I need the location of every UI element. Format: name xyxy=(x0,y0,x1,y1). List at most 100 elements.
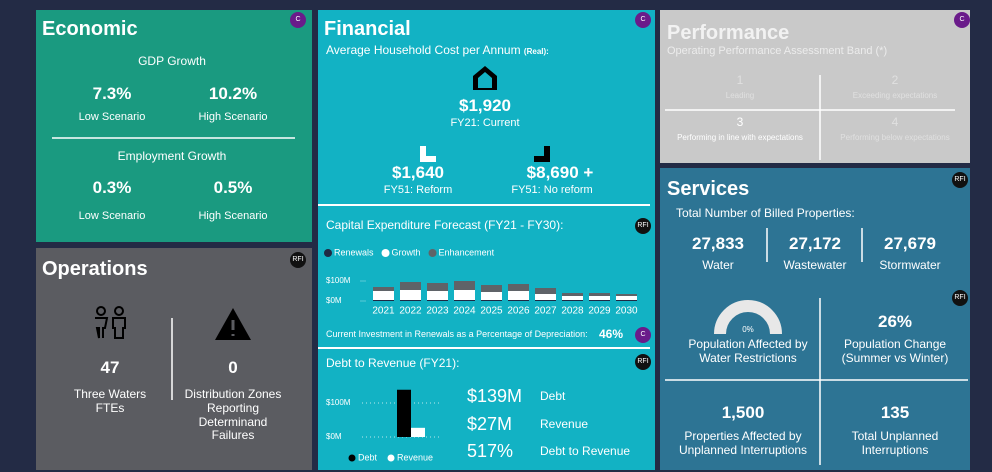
legend-dot xyxy=(428,249,437,257)
note-value: 46% xyxy=(599,327,624,341)
bar xyxy=(411,427,425,437)
bar-segment xyxy=(400,290,421,300)
label: Water xyxy=(702,258,734,272)
operations-panel xyxy=(36,248,312,470)
band-label: Exceeding expectations xyxy=(852,91,938,100)
bar-segment xyxy=(535,288,556,294)
title: Services xyxy=(667,178,750,200)
bar-segment xyxy=(589,293,610,296)
bar-segment xyxy=(400,300,421,301)
badge: C xyxy=(635,12,651,28)
bar-segment xyxy=(562,300,583,301)
bar-segment xyxy=(481,285,502,292)
badge: RFI xyxy=(952,172,968,188)
label: Stormwater xyxy=(879,258,941,272)
band-number: 2 xyxy=(891,73,899,87)
value: 517% xyxy=(467,441,514,461)
subtitle-note: (Real): xyxy=(523,47,549,56)
title: Operations xyxy=(42,258,148,280)
label: Debt xyxy=(540,389,566,403)
bar-segment xyxy=(562,296,583,300)
subtitle: Total Number of Billed Properties: xyxy=(676,206,855,220)
heading: GDP Growth xyxy=(138,54,206,68)
x-tick-label: 2027 xyxy=(534,306,557,317)
bar-segment xyxy=(589,296,610,300)
x-tick-label: 2022 xyxy=(399,306,422,317)
band-label: Leading xyxy=(725,91,755,100)
badge: C xyxy=(954,12,970,28)
legend-dot xyxy=(348,454,356,462)
value: $139M xyxy=(467,386,523,406)
y-tick-label: $100M xyxy=(326,276,351,285)
gauge-track xyxy=(714,300,782,335)
band-label: Performing below expectations xyxy=(840,133,950,142)
value: 27,833 xyxy=(692,234,744,253)
bar-segment xyxy=(427,283,448,291)
performance-panel xyxy=(660,10,970,163)
house-icon xyxy=(473,66,497,90)
badge: RFI xyxy=(290,252,306,268)
bar-segment xyxy=(454,290,475,300)
value: 47 xyxy=(100,358,120,377)
title: Financial xyxy=(324,18,411,40)
bar-segment xyxy=(373,291,394,300)
x-tick-label: 2023 xyxy=(426,306,449,317)
value: 10.2% xyxy=(208,84,258,103)
value: 0 xyxy=(228,358,238,377)
bar-segment xyxy=(454,300,475,301)
band-number: 3 xyxy=(736,115,744,129)
note: Current Investment in Renewals as a Perc… xyxy=(326,329,588,339)
value: $8,690 + xyxy=(527,163,594,183)
label: Low Scenario xyxy=(78,111,146,123)
label: FY51: No reform xyxy=(511,184,593,196)
legend-label: Revenue xyxy=(397,452,433,462)
chart-title: Debt to Revenue (FY21): xyxy=(326,356,460,370)
band-label: Performing in line with expectations xyxy=(677,133,803,142)
badge: RFI xyxy=(635,354,651,370)
label: Distribution Zones Reporting Determinand… xyxy=(184,387,282,443)
bar-segment xyxy=(616,300,637,301)
x-tick-label: 2028 xyxy=(561,306,584,317)
label: Low Scenario xyxy=(78,210,146,222)
band-number: 1 xyxy=(736,73,744,87)
bar-segment xyxy=(616,296,637,300)
bar-segment xyxy=(508,300,529,301)
bar-segment xyxy=(508,284,529,291)
bar-segment xyxy=(373,287,394,291)
legend-dot xyxy=(324,249,332,257)
bar-segment xyxy=(535,300,556,301)
x-tick-label: 2030 xyxy=(615,306,638,317)
badge: RFI xyxy=(635,218,651,234)
arrow-down-right xyxy=(526,138,550,162)
label: FY51: Reform xyxy=(383,184,453,196)
services-panel xyxy=(660,168,970,470)
value: 0.3% xyxy=(92,178,132,197)
bar-segment xyxy=(589,300,610,301)
legend-dot xyxy=(387,454,395,462)
arrow-down-left xyxy=(420,138,444,162)
bar-segment xyxy=(481,292,502,300)
legend-dot xyxy=(381,249,390,257)
heading: Employment Growth xyxy=(117,149,227,163)
label: Population Affected by Water Restriction… xyxy=(688,337,808,365)
value-text: $8,690 xyxy=(526,163,579,182)
band-number: 4 xyxy=(891,115,899,129)
x-tick-label: 2021 xyxy=(372,306,395,317)
gauge-label: 0% xyxy=(742,325,754,334)
label: Revenue xyxy=(540,417,589,431)
label: High Scenario xyxy=(198,210,268,222)
legend-label: Growth xyxy=(392,247,421,257)
label: Population Change (Summer vs Winter) xyxy=(841,337,949,365)
subtitle-text: Average Household Cost per Annum xyxy=(326,43,521,57)
value: $1,640 xyxy=(392,163,444,182)
chart-title: Capital Expenditure Forecast (FY21 - FY3… xyxy=(326,218,564,232)
bar-segment xyxy=(481,300,502,301)
title: Economic xyxy=(42,18,138,40)
x-tick-label: 2025 xyxy=(480,306,503,317)
bar-segment xyxy=(427,300,448,301)
value: $27M xyxy=(467,414,513,434)
economic-panel xyxy=(36,10,312,242)
subtitle: Operating Performance Assessment Band (*… xyxy=(667,45,888,57)
